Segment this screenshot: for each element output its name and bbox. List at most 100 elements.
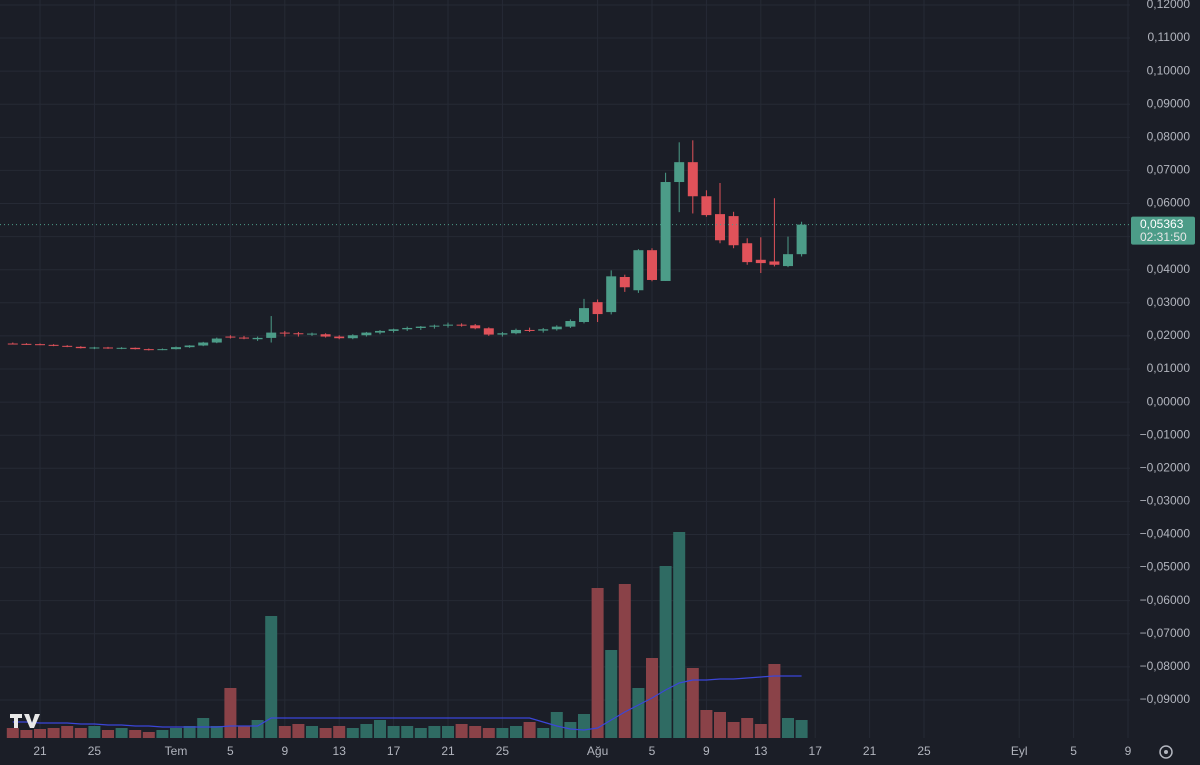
candle-body [429, 325, 440, 327]
candle-body [633, 250, 644, 291]
x-tick-label: Tem [165, 744, 188, 758]
logo-mark [10, 714, 40, 728]
x-tick-label: 25 [917, 744, 931, 758]
y-tick-label: 0,00000 [1147, 394, 1191, 408]
candle-body [35, 344, 45, 346]
volume-bar [224, 688, 237, 738]
volume-bar [578, 714, 590, 738]
candle-body [619, 276, 630, 288]
candle-body [157, 349, 168, 351]
candle-body [184, 345, 195, 348]
x-tick-label: 5 [227, 744, 234, 758]
y-tick-label: −0,09000 [1140, 692, 1191, 706]
y-tick-label: −0,08000 [1140, 659, 1191, 673]
candle-body [565, 321, 576, 327]
volume-bar [142, 732, 155, 738]
volume-pane [6, 532, 808, 738]
candle-body [171, 347, 181, 350]
candle-body [415, 326, 426, 328]
last-price-box [1131, 216, 1195, 245]
volume-bar [47, 728, 60, 738]
y-tick-label: 0,11000 [1148, 30, 1191, 44]
candle-body [674, 162, 685, 183]
candle-body [347, 335, 358, 339]
volume-bar [102, 730, 114, 738]
settings-button[interactable] [1159, 745, 1173, 759]
volume-bar [496, 728, 509, 738]
y-tick-label: 0,07000 [1147, 163, 1191, 177]
candle-body [21, 343, 32, 345]
volume-bar [632, 688, 645, 738]
volume-bar [754, 724, 767, 738]
volume-bar [510, 726, 522, 738]
x-tick-label: 9 [281, 744, 288, 758]
candle-body [293, 333, 304, 335]
y-tick-label: −0,07000 [1140, 626, 1191, 640]
x-tick-label: 5 [649, 744, 656, 758]
candle-body [687, 162, 698, 197]
volume-bar [292, 724, 305, 738]
volume-bar [714, 712, 726, 738]
candle-body [75, 346, 86, 349]
volume-bar [700, 710, 713, 738]
candle-body [375, 330, 385, 333]
volume-bar [523, 722, 536, 738]
y-tick-label: −0,03000 [1140, 494, 1191, 508]
volume-bar [88, 726, 101, 738]
volume-bar [238, 726, 250, 738]
volume-bar [306, 726, 318, 738]
candle-body [701, 196, 712, 216]
candle-body [511, 329, 521, 334]
volume-bar [374, 720, 386, 738]
candle-body [279, 332, 290, 334]
candle-body [443, 324, 453, 326]
volume-bar [564, 722, 577, 738]
volume-bar [401, 726, 414, 738]
volume-bar [156, 730, 169, 738]
volume-bar [618, 584, 631, 738]
x-tick-label: 21 [441, 744, 455, 758]
x-tick-label: 25 [88, 744, 102, 758]
candle-body [388, 329, 399, 331]
volume-bar [251, 720, 264, 738]
x-tick-label: 21 [863, 744, 877, 758]
candle-body [334, 336, 345, 339]
volume-bar [183, 726, 196, 738]
candle-body [130, 347, 141, 350]
volume-bar [346, 728, 359, 738]
y-tick-label: 0,09000 [1147, 96, 1191, 110]
x-tick-label: 13 [333, 744, 347, 758]
candle-body [198, 342, 209, 346]
y-tick-label: −0,05000 [1140, 560, 1191, 574]
candle-body [402, 327, 413, 330]
settings-icon-dot[interactable] [1164, 750, 1168, 754]
candle-body [579, 308, 589, 323]
volume-bar [659, 566, 672, 738]
candle-body [143, 349, 154, 351]
y-tick-label: 0,10000 [1147, 63, 1191, 77]
x-tick-label: 13 [754, 744, 768, 758]
y-tick-label: −0,01000 [1140, 427, 1191, 441]
volume-bar [768, 664, 781, 738]
volume-bar [278, 726, 291, 738]
candle-body [470, 325, 481, 329]
candle-body [660, 182, 671, 281]
x-tick-label: Ağu [587, 744, 608, 758]
volume-bar [414, 728, 427, 738]
candles [7, 140, 807, 351]
volume-bar [428, 726, 441, 738]
volume-bar [265, 616, 278, 738]
settings-icon[interactable] [1159, 745, 1173, 759]
candle-body [483, 328, 494, 335]
x-tick-label: Eyl [1011, 744, 1028, 758]
y-tick-label: 0,12000 [1147, 0, 1191, 11]
candle-body [252, 337, 263, 340]
candle-body [7, 343, 18, 345]
candle-body [796, 224, 807, 255]
y-tick-label: −0,02000 [1140, 460, 1191, 474]
volume-bar [550, 712, 563, 738]
x-tick-label: 9 [1125, 744, 1132, 758]
y-tick-label: 0,08000 [1147, 130, 1191, 144]
y-tick-label: 0,04000 [1147, 262, 1191, 276]
